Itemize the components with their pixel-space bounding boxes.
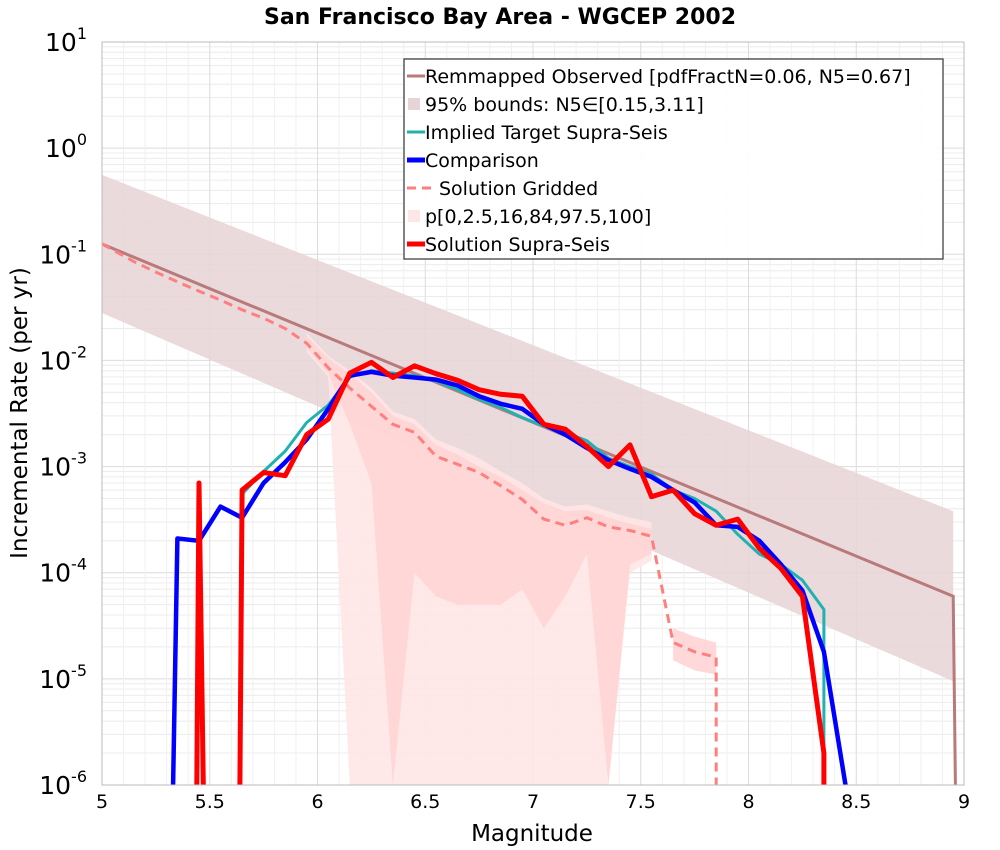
legend-label: Solution Gridded <box>439 178 598 200</box>
x-tick-label: 6 <box>311 791 323 813</box>
x-tick-label: 6.5 <box>410 791 440 813</box>
solution-gridded-line <box>102 242 718 785</box>
x-tick-label: 5.5 <box>195 791 225 813</box>
legend-swatch-percentiles <box>408 210 420 222</box>
legend-box <box>403 58 944 260</box>
percentile-inner-band <box>306 336 652 785</box>
y-tick-label: 100 <box>45 130 87 163</box>
x-axis-label: Magnitude <box>471 821 593 847</box>
y-tick-label: 10-1 <box>39 236 87 269</box>
y-tick-label: 10-4 <box>39 555 87 588</box>
legend-label: Solution Supra-Seis <box>425 234 610 256</box>
bounds-band <box>102 174 954 682</box>
legend-label: Comparison <box>425 150 539 172</box>
y-tick-label: 10-6 <box>39 767 87 800</box>
bands <box>102 174 954 785</box>
solution-supra-seis-line <box>237 359 827 785</box>
x-tick-label: 7 <box>527 791 539 813</box>
legend: Remmapped Observed [pdfFractN=0.06, N5=0… <box>403 58 944 260</box>
solution-supra-seis-line <box>194 480 206 785</box>
plot-frame <box>101 41 965 786</box>
remapped-observed-line <box>102 242 957 785</box>
legend-label: 95% bounds: N5∈[0.15,3.11] <box>425 94 704 116</box>
y-tick-label: 101 <box>45 24 87 57</box>
y-tick-label: 10-3 <box>39 449 87 482</box>
x-tick-label: 8 <box>742 791 754 813</box>
ticks: 5 5.5 6 6.5 7 7.5 8 8.5 9 101 100 10-1 10-2 10-3 10-4 1… <box>39 24 970 813</box>
lines <box>102 242 957 785</box>
y-axis-label: Incremental Rate (per yr) <box>7 267 33 559</box>
legend-label: Remmapped Observed [pdfFractN=0.06, N5=0… <box>425 66 911 88</box>
y-tick-label: 10-2 <box>39 342 87 375</box>
legend-label: Implied Target Supra-Seis <box>425 122 668 144</box>
x-tick-label: 5 <box>96 791 108 813</box>
x-tick-label: 9 <box>958 791 970 813</box>
y-tick-label: 10-5 <box>39 661 87 694</box>
x-tick-label: 7.5 <box>626 791 656 813</box>
chart-title: San Francisco Bay Area - WGCEP 2002 <box>264 5 736 30</box>
legend-label: p[0,2.5,16,84,97.5,100] <box>425 206 651 228</box>
x-tick-label: 8.5 <box>841 791 871 813</box>
legend-swatch-bounds <box>408 98 420 110</box>
